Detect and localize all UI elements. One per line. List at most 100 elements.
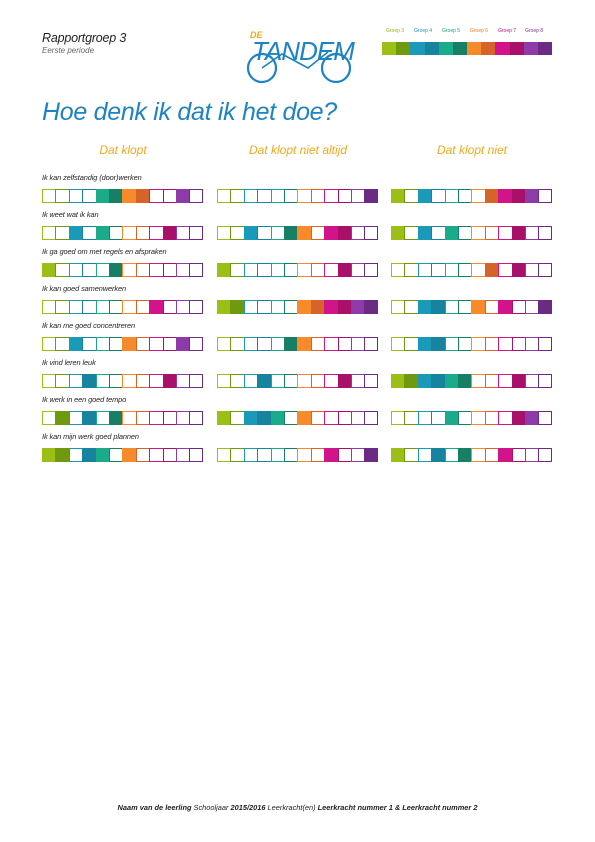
answer-cell[interactable]: [524, 411, 539, 425]
answer-cell[interactable]: [444, 300, 458, 314]
answer-cell[interactable]: [350, 189, 365, 203]
answer-cell[interactable]: [175, 448, 190, 462]
answer-cell[interactable]: [404, 337, 418, 351]
answer-cell[interactable]: [444, 189, 458, 203]
answer-cell[interactable]: [310, 263, 325, 277]
answer-cell[interactable]: [283, 300, 298, 314]
answer-cell[interactable]: [524, 189, 539, 203]
answer-cell[interactable]: [162, 374, 176, 388]
answer-cell[interactable]: [217, 189, 231, 203]
answer-cell[interactable]: [337, 448, 351, 462]
answer-cell[interactable]: [457, 337, 472, 351]
answer-cell[interactable]: [283, 189, 298, 203]
answer-cell[interactable]: [391, 189, 405, 203]
answer-cell[interactable]: [538, 448, 552, 462]
answer-cell[interactable]: [511, 189, 525, 203]
answer-cell[interactable]: [243, 300, 258, 314]
answer-cell[interactable]: [484, 411, 499, 425]
answer-cell[interactable]: [217, 300, 231, 314]
answer-cell[interactable]: [484, 263, 499, 277]
answer-cell[interactable]: [324, 189, 338, 203]
answer-cell[interactable]: [471, 411, 485, 425]
answer-cell[interactable]: [350, 300, 365, 314]
answer-cell[interactable]: [122, 300, 136, 314]
answer-cell[interactable]: [55, 226, 69, 240]
answer-cell[interactable]: [511, 226, 525, 240]
answer-cell[interactable]: [310, 374, 325, 388]
answer-cell[interactable]: [108, 411, 123, 425]
answer-cell[interactable]: [55, 263, 69, 277]
answer-cell[interactable]: [95, 448, 109, 462]
answer-cell[interactable]: [162, 300, 176, 314]
answer-cell[interactable]: [230, 374, 244, 388]
answer-cell[interactable]: [95, 189, 109, 203]
answer-cell[interactable]: [484, 374, 499, 388]
answer-cell[interactable]: [243, 337, 258, 351]
answer-cell[interactable]: [243, 263, 258, 277]
answer-cell[interactable]: [149, 374, 163, 388]
answer-cell[interactable]: [337, 374, 351, 388]
answer-cell[interactable]: [538, 411, 552, 425]
answer-cell[interactable]: [95, 263, 109, 277]
answer-cell[interactable]: [257, 337, 271, 351]
answer-cell[interactable]: [417, 226, 432, 240]
answer-cell[interactable]: [68, 448, 83, 462]
answer-cell[interactable]: [243, 448, 258, 462]
answer-cell[interactable]: [431, 263, 445, 277]
answer-cell[interactable]: [471, 337, 485, 351]
answer-cell[interactable]: [270, 189, 284, 203]
answer-cell[interactable]: [511, 263, 525, 277]
answer-cell[interactable]: [243, 189, 258, 203]
answer-cell[interactable]: [257, 300, 271, 314]
answer-cell[interactable]: [524, 374, 539, 388]
answer-cell[interactable]: [68, 300, 83, 314]
answer-cell[interactable]: [217, 448, 231, 462]
answer-cell[interactable]: [68, 374, 83, 388]
answer-cell[interactable]: [350, 411, 365, 425]
answer-cell[interactable]: [364, 263, 378, 277]
answer-cell[interactable]: [243, 226, 258, 240]
answer-cell[interactable]: [404, 226, 418, 240]
answer-cell[interactable]: [471, 448, 485, 462]
answer-cell[interactable]: [175, 263, 190, 277]
answer-cell[interactable]: [444, 263, 458, 277]
answer-cell[interactable]: [310, 411, 325, 425]
answer-cell[interactable]: [391, 374, 405, 388]
answer-cell[interactable]: [297, 263, 311, 277]
answer-cell[interactable]: [324, 374, 338, 388]
answer-cell[interactable]: [538, 374, 552, 388]
answer-cell[interactable]: [68, 337, 83, 351]
answer-cell[interactable]: [122, 226, 136, 240]
answer-cell[interactable]: [230, 226, 244, 240]
answer-cell[interactable]: [511, 337, 525, 351]
answer-cell[interactable]: [431, 448, 445, 462]
answer-cell[interactable]: [82, 226, 96, 240]
answer-cell[interactable]: [337, 263, 351, 277]
answer-cell[interactable]: [82, 300, 96, 314]
answer-cell[interactable]: [283, 263, 298, 277]
answer-cell[interactable]: [82, 189, 96, 203]
answer-cell[interactable]: [310, 448, 325, 462]
answer-cell[interactable]: [471, 189, 485, 203]
answer-cell[interactable]: [82, 374, 96, 388]
answer-cell[interactable]: [310, 226, 325, 240]
answer-cell[interactable]: [457, 189, 472, 203]
answer-cell[interactable]: [108, 448, 123, 462]
answer-cell[interactable]: [270, 448, 284, 462]
answer-cell[interactable]: [417, 300, 432, 314]
answer-cell[interactable]: [108, 263, 123, 277]
answer-cell[interactable]: [189, 448, 203, 462]
answer-cell[interactable]: [498, 337, 512, 351]
answer-cell[interactable]: [135, 337, 150, 351]
answer-cell[interactable]: [431, 337, 445, 351]
answer-cell[interactable]: [230, 411, 244, 425]
answer-cell[interactable]: [524, 448, 539, 462]
answer-cell[interactable]: [283, 374, 298, 388]
answer-cell[interactable]: [270, 300, 284, 314]
answer-cell[interactable]: [55, 448, 69, 462]
answer-cell[interactable]: [297, 226, 311, 240]
answer-cell[interactable]: [230, 263, 244, 277]
answer-cell[interactable]: [391, 411, 405, 425]
answer-cell[interactable]: [162, 189, 176, 203]
answer-cell[interactable]: [189, 263, 203, 277]
